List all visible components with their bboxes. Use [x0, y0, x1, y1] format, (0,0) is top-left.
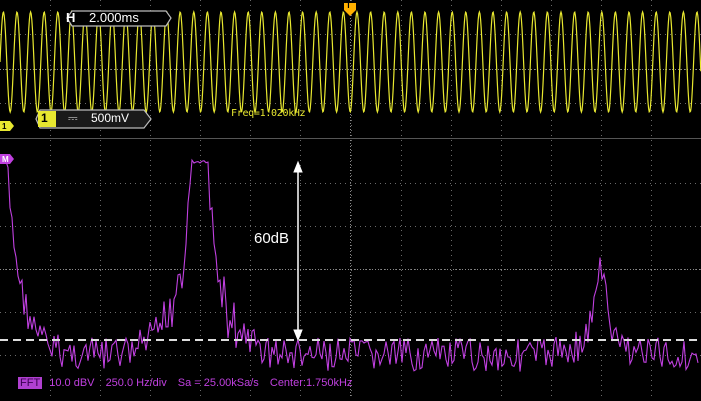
fft-span: 250.0 Hz/div: [105, 377, 167, 389]
ch1-waveform-trace: [0, 10, 701, 114]
math-marker-letter: M: [2, 155, 9, 164]
ch1-marker-number: 1: [2, 122, 7, 131]
frequency-measurement: Freq=1.020kHz: [231, 108, 306, 119]
timebase-value[interactable]: 2.000ms: [89, 10, 139, 25]
sample-rate: Sa = 25.00kSa/s: [177, 377, 259, 389]
ch1-scale-box: [35, 109, 152, 129]
horizontal-timebase-box: [66, 10, 172, 27]
fft-status-bar: FFT 10.0 dBV 250.0 Hz/div Sa = 25.00kSa/…: [18, 377, 352, 389]
fft-center-frequency: Center:1.750kHz: [269, 377, 353, 389]
db-annotation: 60dB: [254, 230, 290, 247]
ch1-number-badge: [38, 111, 56, 127]
ch1-vertical-scale[interactable]: 500mV: [91, 111, 130, 125]
fft-vertical-scale: 10.0 dBV: [49, 377, 95, 389]
ch1-ground-marker: [0, 121, 14, 131]
waveform-grid: [0, 0, 701, 137]
math-marker: [0, 154, 14, 164]
dc-coupling-icon: ⎓: [68, 111, 78, 125]
horizontal-label[interactable]: H: [66, 10, 76, 25]
trigger-position-marker: [344, 3, 356, 16]
ch1-number[interactable]: 1: [41, 111, 48, 125]
trigger-marker-letter: T: [346, 1, 351, 10]
fft-tag[interactable]: FFT: [18, 377, 43, 389]
60db-arrow: [293, 160, 303, 342]
